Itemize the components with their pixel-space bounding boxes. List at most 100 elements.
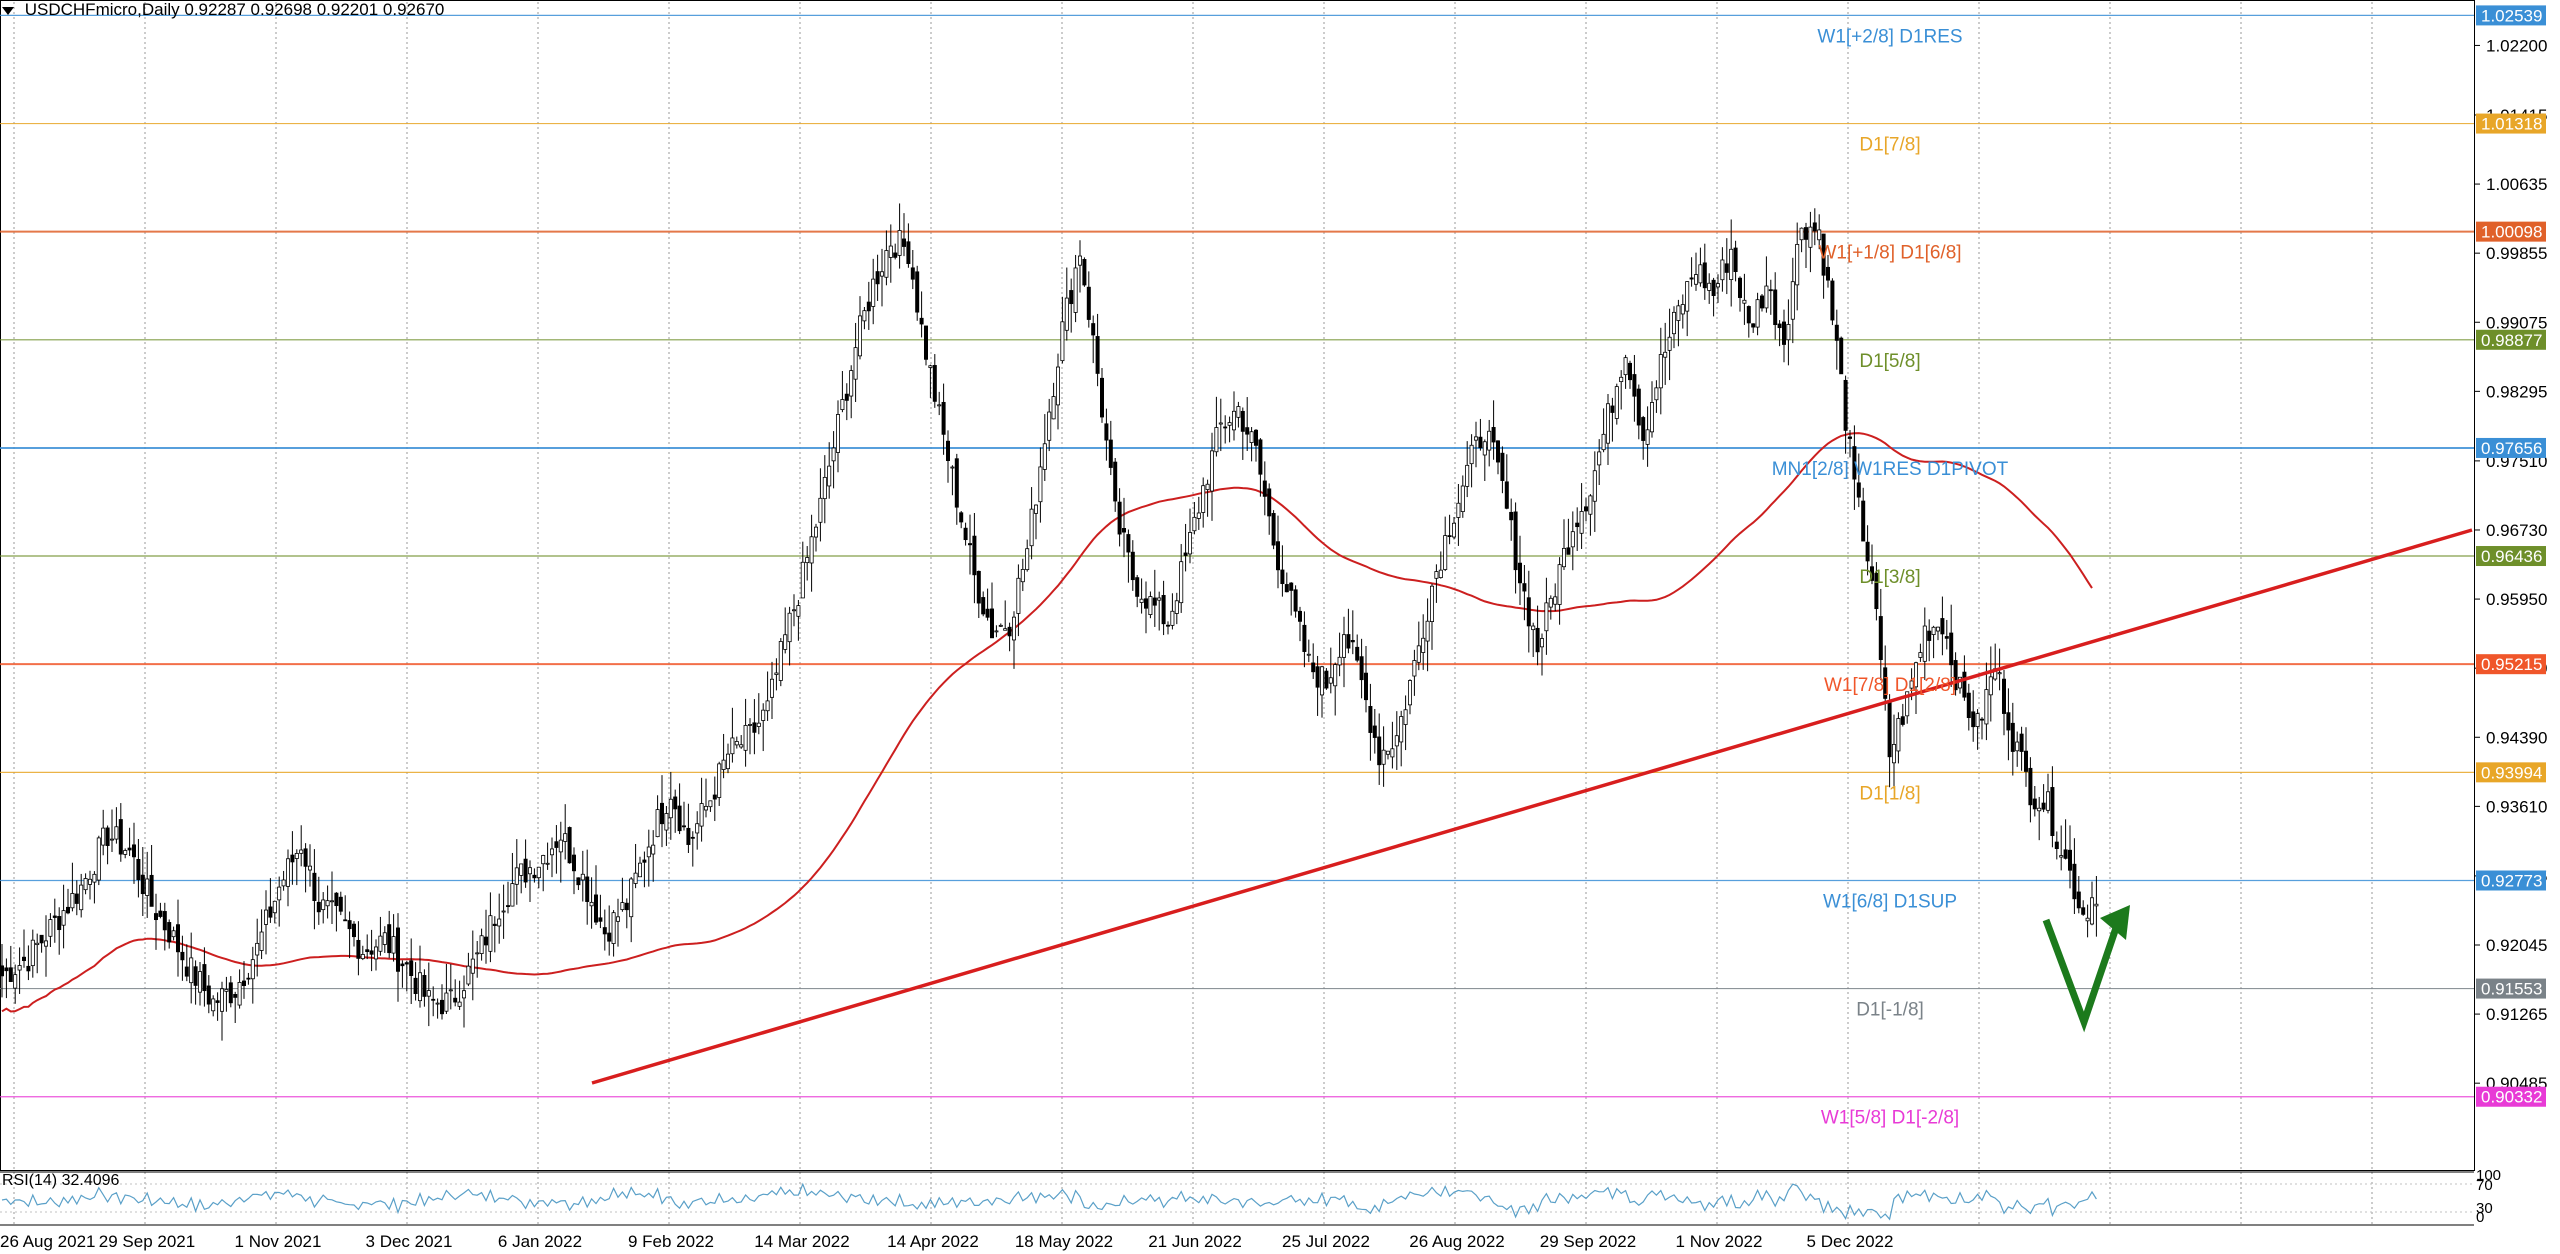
candle-up <box>818 497 823 523</box>
candle-down <box>404 962 409 965</box>
candle-down <box>268 906 273 918</box>
candle-up <box>849 370 854 397</box>
candles <box>0 203 2099 1041</box>
candle-up <box>1914 662 1919 688</box>
candle-up <box>1592 470 1597 502</box>
candle-down <box>1724 263 1729 273</box>
candle-down <box>505 905 510 907</box>
level-label: W1[+1/8] D1[6/8] <box>1818 243 1961 264</box>
candle-down <box>1302 624 1307 652</box>
candle-up <box>307 865 312 871</box>
candle-up <box>884 250 889 278</box>
candle-up <box>871 278 876 307</box>
candle-up <box>1786 324 1791 341</box>
candle-down <box>2050 787 2055 836</box>
candle-up <box>1452 522 1457 538</box>
candle-down <box>532 874 537 879</box>
candle-up <box>1716 283 1721 288</box>
candle-up <box>79 884 84 911</box>
candle-down <box>1091 323 1096 336</box>
candle-up <box>1623 357 1628 376</box>
candle-down <box>439 999 444 1015</box>
price-badge <box>2476 762 2546 783</box>
candle-up <box>695 823 700 834</box>
candle-up <box>783 634 788 650</box>
candle-down <box>1262 480 1267 497</box>
candle-up <box>1672 311 1677 335</box>
rsi-tick-label: 100 <box>2476 1167 2501 1184</box>
candle-up <box>1663 351 1668 358</box>
candle-down <box>1144 598 1149 609</box>
candle-up <box>13 974 18 989</box>
rsi-line <box>1 1182 2097 1221</box>
trendline-segment <box>591 528 2473 1085</box>
candle-down <box>1491 427 1496 443</box>
candle-down <box>1848 436 1853 439</box>
time-tick-label: 6 Jan 2022 <box>498 1232 582 1251</box>
dropdown-triangle-icon[interactable] <box>2 6 14 15</box>
candle-up <box>444 992 449 1012</box>
candle-down <box>1760 295 1765 309</box>
candle-down <box>356 939 361 959</box>
candle-up <box>1544 602 1549 632</box>
candle-up <box>1196 512 1201 519</box>
candle-down <box>1513 511 1518 571</box>
level-lines <box>0 14 2474 1098</box>
candle-down <box>149 874 154 907</box>
candle-down <box>2032 798 2037 810</box>
candle-down <box>1962 671 1967 698</box>
time-tick-label: 5 Dec 2022 <box>1807 1232 1894 1251</box>
candle-up <box>1975 713 1980 727</box>
candle-down <box>1887 702 1892 758</box>
time-tick-label: 1 Nov 2021 <box>235 1232 322 1251</box>
candle-down <box>131 844 136 858</box>
level-label: W1[5/8] D1[-2/8] <box>1821 1108 1959 1129</box>
candle-up <box>545 862 550 865</box>
candle-down <box>1927 630 1932 641</box>
price-badge <box>2476 221 2546 242</box>
candle-down <box>1504 481 1509 509</box>
candle-down <box>1834 324 1839 341</box>
candle-down <box>1007 626 1012 637</box>
candle-down <box>118 819 123 855</box>
candle-down <box>1284 584 1289 593</box>
candle-down <box>572 854 577 872</box>
candle-down <box>1069 290 1074 305</box>
candle-down <box>1861 500 1866 542</box>
candle-up <box>1139 598 1144 603</box>
candle-down <box>959 512 964 523</box>
candle-up <box>1557 564 1562 605</box>
candle-up <box>1174 600 1179 614</box>
candle-up <box>1394 735 1399 747</box>
candle-down <box>8 967 13 982</box>
candle-down <box>1852 446 1857 480</box>
rsi-tick-label: 30 <box>2476 1200 2493 1217</box>
candle-down <box>1289 582 1294 591</box>
level-label: D1[-1/8] <box>1856 1000 1924 1021</box>
candle-down <box>1751 323 1756 328</box>
candle-down <box>347 920 352 930</box>
candle-up <box>1619 376 1624 383</box>
candle-down <box>2072 863 2077 900</box>
candle-down <box>1980 718 1985 721</box>
candle-down <box>1280 569 1285 585</box>
price-tick-label: 1.00635 <box>2486 175 2547 194</box>
candle-down <box>409 960 414 977</box>
candle-down <box>1161 595 1166 625</box>
candle-down <box>74 893 79 904</box>
candle-down <box>844 393 849 401</box>
candle-down <box>351 923 356 938</box>
candle-up <box>928 365 933 368</box>
ma-polyline <box>1 432 2093 1013</box>
candle-up <box>1680 304 1685 315</box>
candle-up <box>1606 403 1611 444</box>
candle-down <box>343 919 348 922</box>
forecast-arrow <box>2042 905 2130 1033</box>
candle-up <box>774 672 779 675</box>
candle-up <box>831 447 836 462</box>
candle-down <box>2010 722 2015 752</box>
candle-up <box>255 942 260 956</box>
candle-down <box>153 913 158 921</box>
candle-down <box>585 876 590 902</box>
